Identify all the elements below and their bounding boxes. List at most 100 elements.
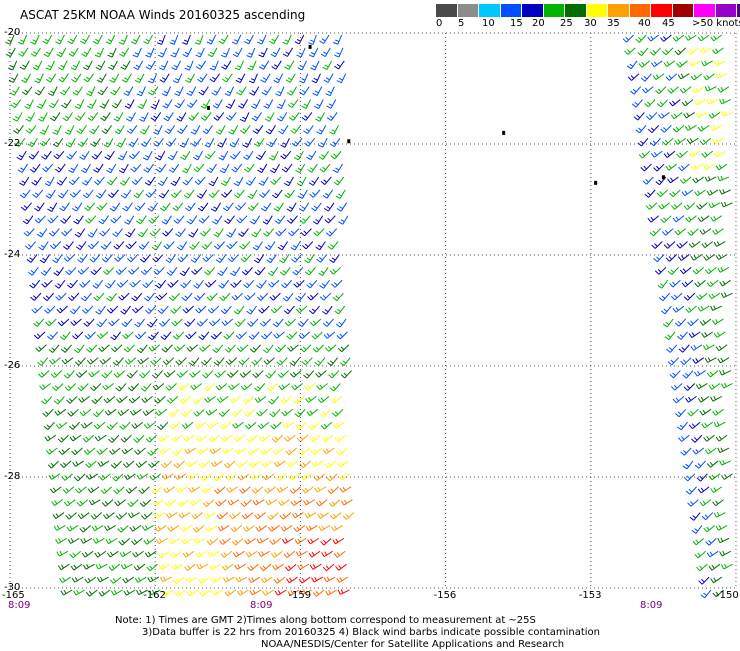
wind-barb xyxy=(94,177,104,185)
wind-barb xyxy=(255,513,266,519)
wind-barb xyxy=(317,383,328,389)
wind-barb xyxy=(287,461,298,467)
wind-barb xyxy=(294,280,305,287)
wind-barb xyxy=(251,229,261,237)
wind-barb xyxy=(684,293,695,300)
wind-barb xyxy=(718,448,729,453)
wind-barb xyxy=(195,306,206,313)
wind-barb xyxy=(667,177,678,183)
wind-barb xyxy=(61,100,71,108)
wind-barb xyxy=(315,358,325,366)
wind-barb xyxy=(228,254,238,261)
wind-barb xyxy=(86,590,97,596)
wind-barb xyxy=(225,345,235,353)
wind-barb xyxy=(170,422,181,429)
wind-barb xyxy=(92,396,103,403)
wind-barb xyxy=(139,242,149,250)
wind-barb xyxy=(96,564,107,569)
lon-label: -150 xyxy=(716,590,739,601)
wind-barb xyxy=(261,577,272,582)
wind-barb xyxy=(131,164,141,172)
wind-barb xyxy=(26,125,36,133)
wind-barb xyxy=(271,306,282,313)
wind-barb xyxy=(75,474,86,481)
wind-barb xyxy=(39,242,49,250)
wind-barb xyxy=(73,461,84,467)
wind-barb xyxy=(209,190,219,198)
wind-barb xyxy=(152,242,162,250)
wind-barb xyxy=(86,87,95,96)
wind-barb xyxy=(60,577,71,582)
wind-barb xyxy=(183,48,192,57)
wind-barb xyxy=(8,61,17,70)
wind-barb xyxy=(58,61,67,70)
wind-barb xyxy=(721,202,732,207)
wind-barb xyxy=(237,87,247,95)
wind-barb xyxy=(694,371,705,377)
wind-barb xyxy=(259,61,269,70)
wind-barb xyxy=(329,500,340,507)
wind-barb xyxy=(94,293,104,301)
wind-barb xyxy=(139,487,150,494)
wind-barb xyxy=(694,190,705,196)
wind-barb xyxy=(251,100,260,109)
wind-barb xyxy=(340,487,351,492)
lon-label: -162 xyxy=(143,590,166,601)
wind-barb xyxy=(171,306,181,313)
wind-barb xyxy=(281,151,291,159)
wind-barb xyxy=(191,125,200,134)
wind-barb xyxy=(231,280,242,287)
wind-barb xyxy=(64,371,74,379)
island-marker xyxy=(347,139,350,143)
wind-barb xyxy=(296,422,307,429)
wind-barb xyxy=(136,216,146,224)
wind-barb xyxy=(108,61,117,70)
wind-barb xyxy=(198,577,209,583)
wind-barb xyxy=(68,538,79,543)
wind-barb xyxy=(36,345,47,352)
wind-barb xyxy=(109,319,120,326)
wind-barb xyxy=(175,229,185,237)
wind-barb xyxy=(630,87,640,94)
wind-barb xyxy=(173,74,182,83)
wind-barb xyxy=(50,112,60,120)
wind-barb xyxy=(75,100,84,109)
wind-barb xyxy=(129,138,139,146)
wind-barb xyxy=(162,87,171,96)
wind-barb xyxy=(196,435,207,442)
wind-barb xyxy=(186,332,197,339)
wind-barb xyxy=(182,164,191,173)
wind-barb xyxy=(66,267,76,274)
wind-barb xyxy=(103,383,114,389)
wind-barb xyxy=(87,100,96,109)
wind-barb xyxy=(287,203,296,212)
wind-barb xyxy=(720,189,731,194)
wind-barb xyxy=(256,280,266,288)
wind-barb xyxy=(107,306,118,313)
wind-barb xyxy=(652,242,663,249)
wind-barb xyxy=(84,74,94,82)
wind-barb xyxy=(343,513,354,520)
wind-barb xyxy=(55,280,65,288)
wind-barb xyxy=(233,422,244,428)
wind-barb xyxy=(664,151,675,157)
wind-barb xyxy=(331,151,341,159)
wind-barb xyxy=(298,61,307,70)
wind-barb xyxy=(281,525,292,531)
wind-barb xyxy=(64,500,75,506)
wind-barb xyxy=(180,267,190,275)
wind-barb xyxy=(709,112,720,118)
wind-barb xyxy=(682,100,693,106)
wind-barb xyxy=(39,383,50,389)
wind-barb xyxy=(61,229,72,236)
wind-barb xyxy=(706,538,717,545)
wind-barb xyxy=(93,164,103,172)
wind-barb xyxy=(211,461,222,467)
wind-barb xyxy=(131,538,142,544)
wind-barb xyxy=(13,125,23,133)
wind-barb xyxy=(198,203,208,211)
wind-barb xyxy=(175,590,186,596)
wind-barb xyxy=(137,87,146,96)
wind-barb xyxy=(705,358,716,363)
wind-barb xyxy=(45,435,56,441)
